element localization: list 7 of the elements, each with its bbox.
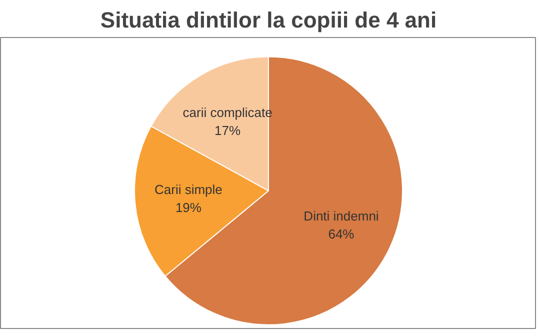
chart-title: Situatia dintilor la copiii de 4 ani (100, 8, 437, 32)
slice-label: Carii simple (154, 182, 222, 197)
slice-label: Dinti indemni (304, 208, 379, 224)
data-label: 64% (328, 226, 355, 242)
slice-label: carii complicate (182, 105, 272, 120)
data-label: 17% (214, 123, 242, 138)
data-label: 19% (175, 200, 202, 215)
